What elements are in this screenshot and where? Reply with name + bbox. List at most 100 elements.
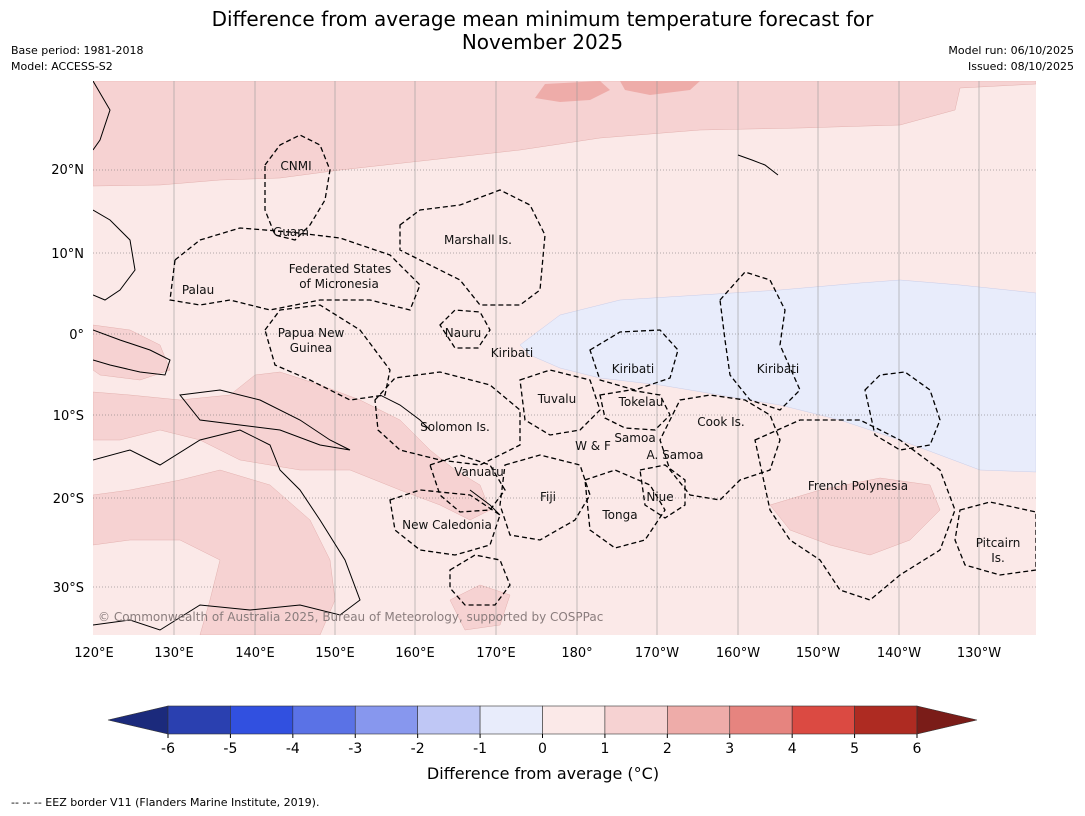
colorbar-cell [167,705,231,735]
colorbar-under-arrow [107,705,169,735]
coastlines [93,81,779,631]
colorbar-cell [854,705,918,735]
lon-label: 180° [561,646,592,661]
eez-fsm [169,227,421,311]
label-tonga: Tonga [601,508,637,522]
label-fsm-1: Federated States [289,262,391,276]
colorbar-tick-label: 4 [788,741,797,757]
label-fsm-2: of Micronesia [299,277,379,291]
map-plot-area: CNMI Guam Marshall Is. Federated States … [93,81,1036,635]
issued-date: Issued: 08/10/2025 [967,60,1074,73]
lat-label: 20°N [51,163,84,178]
gridlines [93,169,1036,588]
eez-tuvalu [519,369,601,436]
colorbar-tick-label: -2 [411,741,425,757]
coast-australia [93,429,361,631]
model-run: Model run: 06/10/2025 [948,44,1074,57]
colorbar-cell [667,705,731,735]
colorbar-ticks: -6 -5 -4 -3 -2 -1 0 1 2 3 4 5 6 [161,734,922,757]
eez-fr-polynesia [754,419,956,601]
eez-norfolk [449,554,511,606]
label-tokelau: Tokelau [618,395,664,409]
label-png-2: Guinea [290,341,333,355]
lat-label: 30°S [53,581,84,596]
eez-nauru [439,309,491,349]
colorbar-tick-label: 0 [538,741,547,757]
label-nauru: Nauru [445,326,481,340]
label-cnmi: CNMI [280,159,311,173]
colorbar-cell [417,705,481,735]
label-kiribati-central: Kiribati [612,362,654,376]
colorbar-cell [791,705,855,735]
eez-kiribati-c [589,329,679,391]
label-french-polynesia: French Polynesia [808,479,908,493]
colorbar-tick-label: -3 [348,741,362,757]
lon-label: 160°E [395,646,435,661]
label-wf: W & F [575,439,611,453]
lat-label: 10°S [53,409,84,424]
lon-label: 170°W [635,646,679,661]
colorbar-cell [604,705,668,735]
colorbar-tick-label: -5 [223,741,237,757]
colorbar-tick-label: 5 [850,741,859,757]
colorbar-tick-label: 3 [725,741,734,757]
label-niue: Niue [646,490,673,504]
colorbar-tick-label: 2 [663,741,672,757]
label-solomon: Solomon Is. [420,420,490,434]
anomaly-patch-png [93,324,171,381]
colorbar-tick-label: -1 [473,741,487,757]
eez-vanuatu [429,454,506,513]
model-name: Model: ACCESS-S2 [11,60,113,73]
label-pitcairn-1: Pitcairn [976,536,1021,550]
label-tuvalu: Tuvalu [537,392,577,406]
lat-label: 0° [69,328,84,343]
colorbar-cell [230,705,294,735]
colorbar-tick-label: -6 [161,741,175,757]
eez-borders [169,134,1036,606]
chart-title: Difference from average mean minimum tem… [0,8,1085,54]
coast-asia [93,81,111,151]
meta-right: Model run: 06/10/2025 Issued: 08/10/2025 [948,43,1074,75]
lon-label: 130°W [957,646,1001,661]
eez-new-caledonia [389,489,501,556]
eez-line-is [864,371,941,451]
eez-fiji [499,454,591,541]
latitude-labels: 20°N 10°N 0° 10°S 20°S 30°S [51,163,84,596]
lon-label: 160°W [716,646,760,661]
label-asamoa: A. Samoa [647,448,704,462]
anomaly-patch-southeast [769,477,941,556]
colorbar-cell [292,705,356,735]
lon-label: 170°E [476,646,516,661]
title-line-1: Difference from average mean minimum tem… [211,7,874,31]
coast-philippines [93,209,136,301]
meridians [173,81,980,635]
lon-label: 140°W [877,646,921,661]
anomaly-band-southwest [93,371,491,521]
lon-label: 150°E [315,646,355,661]
copyright-text: © Commonwealth of Australia 2025, Bureau… [98,610,603,624]
label-samoa: Samoa [614,431,655,445]
colorbar-cell [354,705,418,735]
label-pitcairn-2: Is. [991,551,1005,565]
coast-new-guinea [179,389,351,451]
anomaly-patch-north-1 [535,81,610,102]
coast-new-caledonia [469,489,501,516]
colorbar-tick-label: -4 [286,741,300,757]
label-new-caledonia: New Caledonia [402,518,492,532]
lat-label: 20°S [53,492,84,507]
base-period: Base period: 1981-2018 [11,44,144,57]
colorbar-tick-label: 6 [913,741,922,757]
eez-niue [639,464,686,519]
colorbar-cell [479,705,543,735]
lon-label: 120°E [74,646,114,661]
anomaly-patch-south [449,584,511,631]
colorbar-cell [542,705,606,735]
label-marshall: Marshall Is. [444,233,512,247]
eez-marshall [399,189,546,306]
coast-hawaii [737,154,779,176]
label-guam: Guam [273,225,309,239]
lon-label: 130°E [154,646,194,661]
lon-label: 150°W [796,646,840,661]
label-png-1: Papua New [278,326,345,340]
